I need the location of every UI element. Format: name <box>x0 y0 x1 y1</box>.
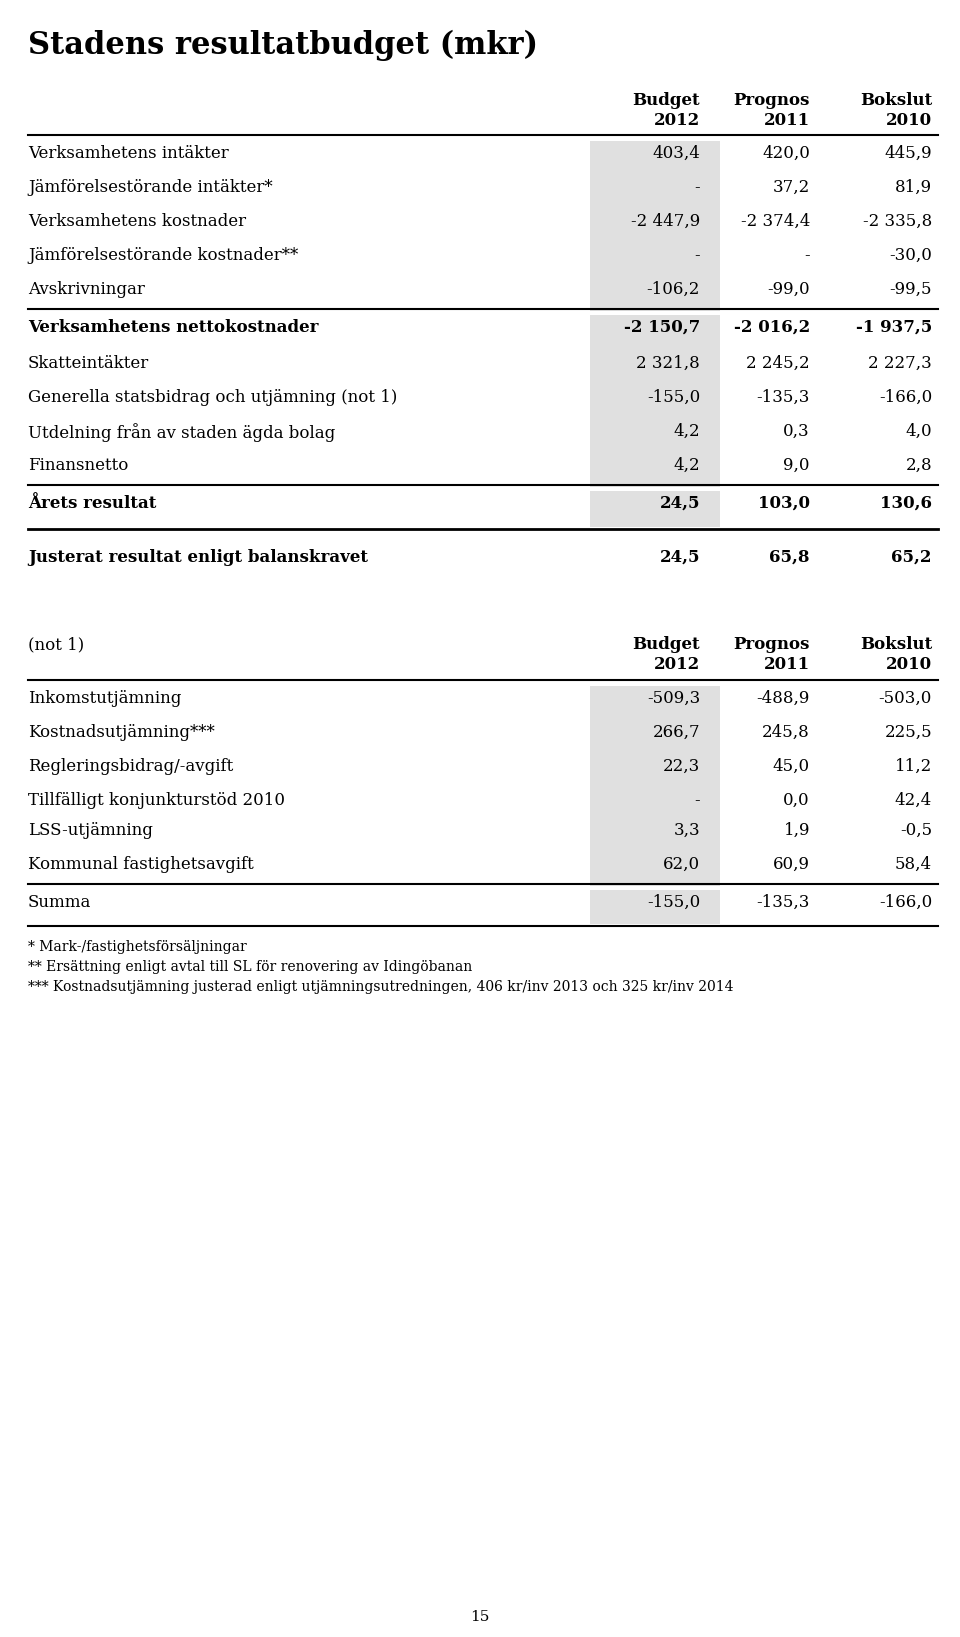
Text: -155,0: -155,0 <box>647 894 700 912</box>
Text: -2 016,2: -2 016,2 <box>733 319 810 336</box>
Text: Budget: Budget <box>633 92 700 110</box>
Text: Stadens resultatbudget (mkr): Stadens resultatbudget (mkr) <box>28 29 538 61</box>
Text: 62,0: 62,0 <box>662 856 700 873</box>
Text: Skatteintäkter: Skatteintäkter <box>28 355 149 372</box>
Text: -99,0: -99,0 <box>767 282 810 298</box>
Text: Kommunal fastighetsavgift: Kommunal fastighetsavgift <box>28 856 253 873</box>
Text: -: - <box>804 247 810 264</box>
Text: 60,9: 60,9 <box>773 856 810 873</box>
Text: -: - <box>694 247 700 264</box>
Text: 2012: 2012 <box>654 656 700 673</box>
Text: 65,2: 65,2 <box>892 548 932 566</box>
Text: -509,3: -509,3 <box>647 691 700 707</box>
Text: Jämförelsestörande kostnader**: Jämförelsestörande kostnader** <box>28 247 299 264</box>
Text: -503,0: -503,0 <box>878 691 932 707</box>
Text: -135,3: -135,3 <box>756 894 810 912</box>
Text: -: - <box>694 178 700 196</box>
Text: 58,4: 58,4 <box>895 856 932 873</box>
Text: Jämförelsestörande intäkter*: Jämförelsestörande intäkter* <box>28 178 273 196</box>
Text: -0,5: -0,5 <box>900 822 932 840</box>
Text: -2 335,8: -2 335,8 <box>863 213 932 231</box>
Text: ** Ersättning enligt avtal till SL för renovering av Idingöbanan: ** Ersättning enligt avtal till SL för r… <box>28 959 472 974</box>
Text: 2011: 2011 <box>764 111 810 129</box>
Text: Inkomstutjämning: Inkomstutjämning <box>28 691 181 707</box>
Text: 420,0: 420,0 <box>762 146 810 162</box>
Text: Prognos: Prognos <box>733 92 810 110</box>
Text: 37,2: 37,2 <box>773 178 810 196</box>
Text: Bokslut: Bokslut <box>860 637 932 653</box>
Text: Verksamhetens kostnader: Verksamhetens kostnader <box>28 213 246 231</box>
Text: LSS-utjämning: LSS-utjämning <box>28 822 153 840</box>
Text: Årets resultat: Årets resultat <box>28 494 156 512</box>
Text: 266,7: 266,7 <box>653 724 700 742</box>
Text: Prognos: Prognos <box>733 637 810 653</box>
Text: 2 321,8: 2 321,8 <box>636 355 700 372</box>
Text: 65,8: 65,8 <box>770 548 810 566</box>
Text: -: - <box>694 792 700 809</box>
Text: 130,6: 130,6 <box>880 494 932 512</box>
Text: Bokslut: Bokslut <box>860 92 932 110</box>
Text: -2 150,7: -2 150,7 <box>624 319 700 336</box>
Text: Regleringsbidrag/-avgift: Regleringsbidrag/-avgift <box>28 758 233 774</box>
Text: (not 1): (not 1) <box>28 637 84 653</box>
Text: Verksamhetens intäkter: Verksamhetens intäkter <box>28 146 228 162</box>
Text: -2 447,9: -2 447,9 <box>631 213 700 231</box>
Text: Budget: Budget <box>633 637 700 653</box>
Text: 0,3: 0,3 <box>783 422 810 440</box>
Text: 24,5: 24,5 <box>660 548 700 566</box>
Text: 4,2: 4,2 <box>673 457 700 475</box>
Text: 22,3: 22,3 <box>662 758 700 774</box>
Text: *** Kostnadsutjämning justerad enligt utjämningsutredningen, 406 kr/inv 2013 och: *** Kostnadsutjämning justerad enligt ut… <box>28 981 733 994</box>
Text: -1 937,5: -1 937,5 <box>855 319 932 336</box>
Text: 42,4: 42,4 <box>895 792 932 809</box>
Text: -135,3: -135,3 <box>756 390 810 406</box>
Text: 9,0: 9,0 <box>783 457 810 475</box>
Text: 4,2: 4,2 <box>673 422 700 440</box>
Text: 245,8: 245,8 <box>762 724 810 742</box>
Text: 2,8: 2,8 <box>905 457 932 475</box>
Text: 2011: 2011 <box>764 656 810 673</box>
Text: 2 245,2: 2 245,2 <box>746 355 810 372</box>
Text: 2012: 2012 <box>654 111 700 129</box>
Text: Avskrivningar: Avskrivningar <box>28 282 145 298</box>
Text: Utdelning från av staden ägda bolag: Utdelning från av staden ägda bolag <box>28 422 335 442</box>
Text: -488,9: -488,9 <box>756 691 810 707</box>
Text: 81,9: 81,9 <box>895 178 932 196</box>
Text: 3,3: 3,3 <box>673 822 700 840</box>
Text: Tillfälligt konjunkturstöd 2010: Tillfälligt konjunkturstöd 2010 <box>28 792 285 809</box>
Text: 4,0: 4,0 <box>905 422 932 440</box>
Text: Kostnadsutjämning***: Kostnadsutjämning*** <box>28 724 215 742</box>
Text: -166,0: -166,0 <box>878 894 932 912</box>
Text: -106,2: -106,2 <box>647 282 700 298</box>
Text: 225,5: 225,5 <box>884 724 932 742</box>
Text: -166,0: -166,0 <box>878 390 932 406</box>
Text: 11,2: 11,2 <box>895 758 932 774</box>
Text: 403,4: 403,4 <box>652 146 700 162</box>
Text: Verksamhetens nettokostnader: Verksamhetens nettokostnader <box>28 319 319 336</box>
Text: Summa: Summa <box>28 894 91 912</box>
Text: 445,9: 445,9 <box>884 146 932 162</box>
Text: -2 374,4: -2 374,4 <box>740 213 810 231</box>
Text: -99,5: -99,5 <box>890 282 932 298</box>
Text: 0,0: 0,0 <box>783 792 810 809</box>
Text: 103,0: 103,0 <box>758 494 810 512</box>
Text: -155,0: -155,0 <box>647 390 700 406</box>
Text: Finansnetto: Finansnetto <box>28 457 129 475</box>
Text: 2010: 2010 <box>886 111 932 129</box>
Text: -30,0: -30,0 <box>889 247 932 264</box>
Text: 2010: 2010 <box>886 656 932 673</box>
Text: 15: 15 <box>470 1611 490 1624</box>
Text: 45,0: 45,0 <box>773 758 810 774</box>
Text: 2 227,3: 2 227,3 <box>868 355 932 372</box>
Text: * Mark-/fastighetsförsäljningar: * Mark-/fastighetsförsäljningar <box>28 940 247 954</box>
Text: 1,9: 1,9 <box>783 822 810 840</box>
Text: Generella statsbidrag och utjämning (not 1): Generella statsbidrag och utjämning (not… <box>28 390 397 406</box>
Text: 24,5: 24,5 <box>660 494 700 512</box>
Text: Justerat resultat enligt balanskravet: Justerat resultat enligt balanskravet <box>28 548 368 566</box>
